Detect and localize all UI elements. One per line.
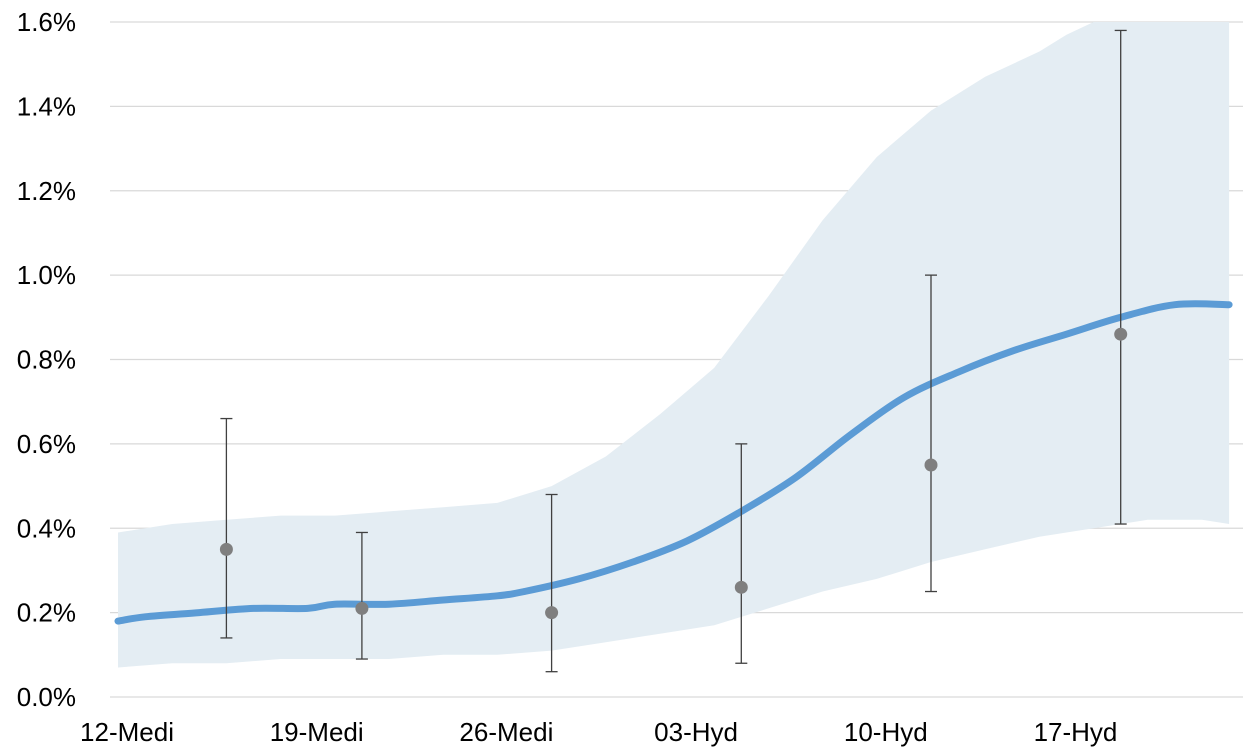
x-tick-label-3: 03-Hyd [654, 717, 738, 747]
y-tick-label-7: 1.4% [17, 91, 76, 121]
y-tick-label-2: 0.4% [17, 513, 76, 543]
data-point-5 [1114, 327, 1128, 341]
y-tick-label-6: 1.2% [17, 176, 76, 206]
trend-line [114, 300, 1233, 625]
x-tick-label-1: 19-Medi [270, 717, 364, 747]
data-point-4 [924, 458, 938, 472]
y-tick-label-0: 0.0% [17, 682, 76, 712]
error-bar-5 [1114, 29, 1127, 525]
data-point-1 [355, 601, 369, 615]
y-tick-label-1: 0.2% [17, 598, 76, 628]
y-tick-label-3: 0.6% [17, 429, 76, 459]
y-tick-label-8: 1.6% [17, 7, 76, 37]
x-tick-label-4: 10-Hyd [844, 717, 928, 747]
x-axis-tick-labels: 12-Medi 19-Medi 26-Medi 03-Hyd 10-Hyd 17-Hyd [80, 717, 1117, 747]
error-bar-0 [220, 417, 233, 639]
y-tick-label-5: 1.0% [17, 260, 76, 290]
confidence-band-layer [118, 22, 1230, 668]
x-tick-label-5: 17-Hyd [1034, 717, 1118, 747]
trend-line-layer [114, 300, 1233, 625]
y-tick-label-4: 0.8% [17, 345, 76, 375]
data-points-layer [219, 327, 1128, 620]
data-point-0 [219, 542, 233, 556]
x-tick-label-2: 26-Medi [459, 717, 553, 747]
error-bar-1 [355, 531, 368, 660]
data-point-3 [734, 580, 748, 594]
data-point-2 [545, 606, 559, 620]
error-bar-2 [545, 493, 558, 673]
error-bar-3 [735, 443, 748, 664]
error-bar-4 [925, 274, 937, 593]
y-axis-tick-labels: 0.0% 0.2% 0.4% 0.6% 0.8% 1.0% 1.2% 1.4% 1.6% [17, 7, 76, 712]
x-tick-label-0: 12-Medi [80, 717, 174, 747]
error-bars-layer [220, 29, 1127, 673]
confidence-band [118, 22, 1230, 668]
